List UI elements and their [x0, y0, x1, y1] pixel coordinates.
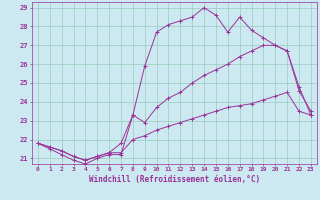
X-axis label: Windchill (Refroidissement éolien,°C): Windchill (Refroidissement éolien,°C) [89, 175, 260, 184]
